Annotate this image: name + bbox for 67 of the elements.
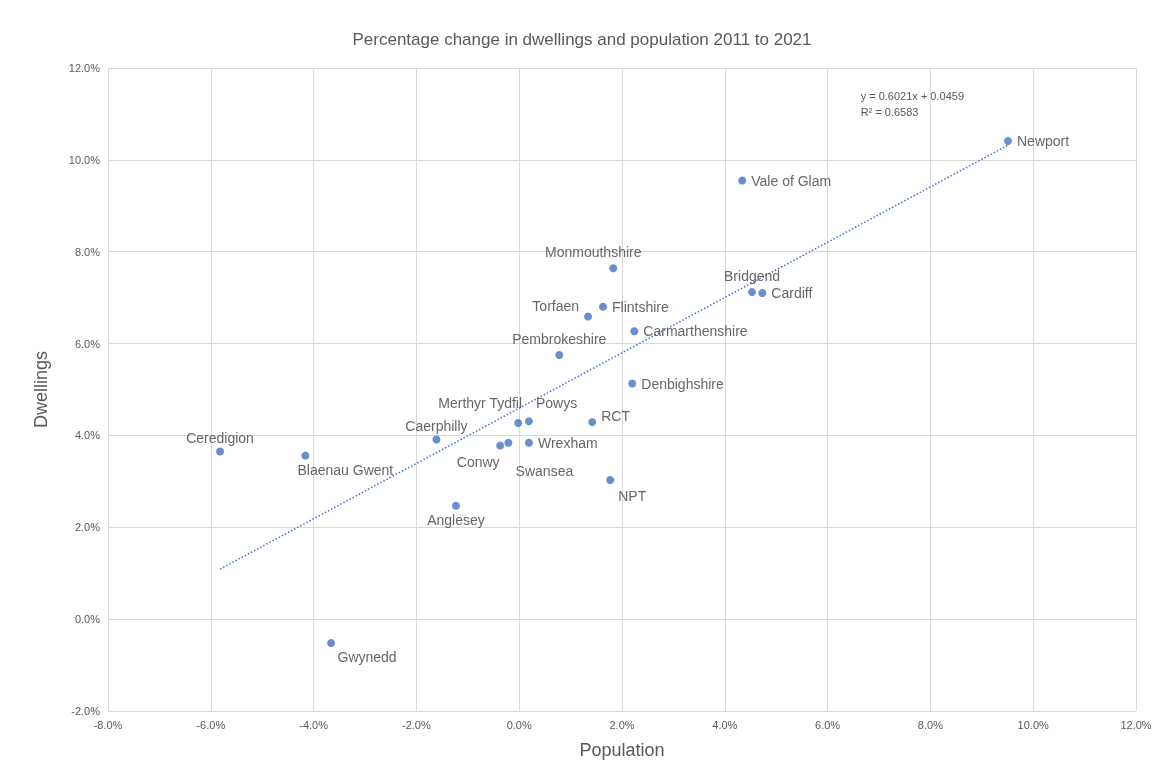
annotation: Flintshire (611, 298, 669, 315)
annotation: Caerphilly (405, 417, 468, 434)
annotation: Denbighshire (641, 375, 724, 392)
annotation: Gwynedd (337, 649, 397, 666)
point (327, 639, 336, 648)
point (514, 419, 523, 428)
annotation: Newport (1017, 133, 1070, 150)
x-tick-label: -6.0% (196, 718, 226, 731)
y-tick-label: 6.0% (74, 337, 101, 350)
point (496, 441, 505, 450)
annotation: Bridgend (724, 268, 781, 285)
x-tick-label: -4.0% (299, 718, 329, 731)
annotation: R² = 0.6583 (860, 106, 919, 118)
point (598, 302, 607, 311)
x-tick-label: 12.0% (1120, 718, 1152, 731)
annotation: Blaenau Gwent (297, 461, 394, 478)
x-tick-label: -8.0% (93, 718, 123, 731)
point (748, 288, 757, 297)
y-tick-label: 8.0% (74, 245, 101, 258)
annotation: y = 0.6021x + 0.0459 (860, 90, 965, 102)
y-tick-label: 10.0% (68, 153, 101, 166)
point (588, 418, 597, 427)
point (1004, 137, 1013, 146)
point (301, 451, 310, 460)
point (584, 312, 593, 321)
x-tick-label: 2.0% (609, 718, 635, 731)
annotation: Conwy (456, 453, 500, 470)
chart-title: Percentage change in dwellings and population 2011 to 2021 (352, 30, 812, 49)
annotation: Monmouthshire (545, 244, 642, 261)
point (606, 475, 615, 484)
annotation: RCT (601, 408, 631, 425)
y-tick-label: 2.0% (74, 521, 101, 534)
y-tick-label: 0.0% (74, 613, 101, 626)
point (524, 438, 533, 447)
annotation: Swansea (515, 462, 574, 479)
x-axis-title: Population (579, 740, 665, 760)
y-axis-title: Dwellings (31, 350, 51, 429)
annotation: Merthyr Tydfil (438, 395, 523, 412)
y-tick-label: -2.0% (71, 705, 101, 717)
annotation: Powys (535, 395, 578, 412)
x-tick-label: 6.0% (815, 718, 841, 731)
point (738, 176, 747, 185)
annotation: Anglesey (427, 511, 485, 528)
annotation: Ceredigion (186, 429, 254, 446)
x-tick-label: 10.0% (1017, 718, 1050, 731)
point (451, 501, 460, 510)
y-tick-label: 12.0% (68, 62, 101, 74)
point (216, 447, 225, 456)
x-tick-label: 0.0% (506, 718, 532, 731)
point (609, 264, 618, 273)
x-tick-label: 8.0% (917, 718, 944, 731)
x-tick-label: -2.0% (402, 718, 431, 731)
annotation: Cardiff (771, 285, 813, 302)
point (504, 438, 513, 447)
annotation: Vale of Glam (751, 172, 832, 189)
annotation: Pembrokeshire (512, 331, 607, 348)
y-tick-label: 4.0% (74, 429, 101, 442)
point (432, 435, 441, 444)
annotation: Wrexham (537, 434, 598, 451)
annotation: NPT (618, 487, 647, 504)
x-tick-label: 4.0% (712, 718, 738, 731)
point (758, 289, 767, 298)
point (628, 379, 637, 388)
annotation: Torfaen (532, 298, 580, 315)
point (555, 351, 564, 360)
point (524, 417, 533, 426)
point (630, 327, 639, 336)
